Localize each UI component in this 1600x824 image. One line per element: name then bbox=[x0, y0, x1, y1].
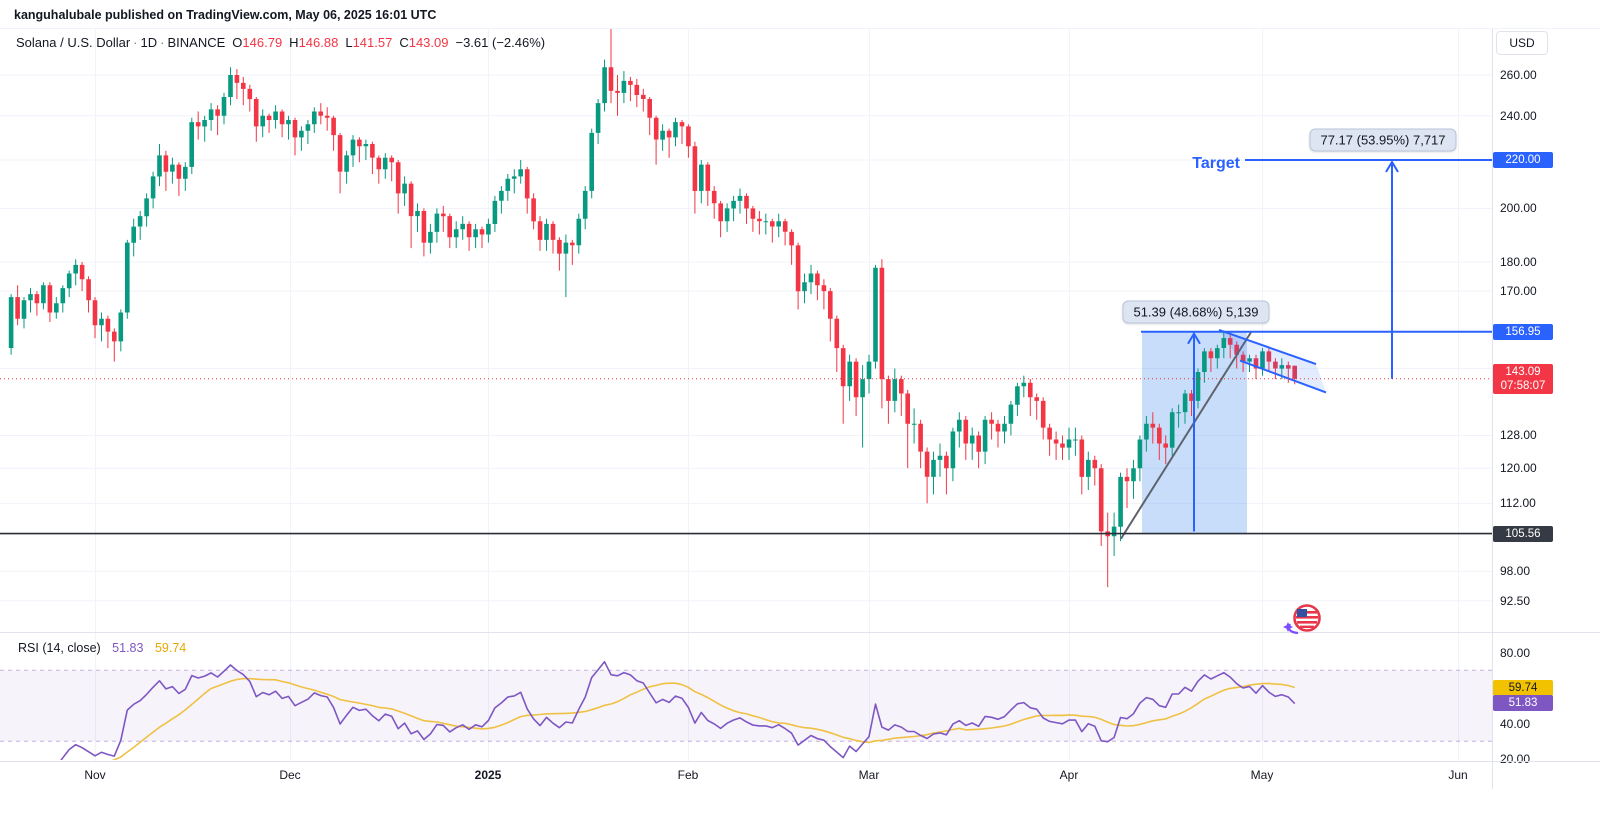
time-axis-label: 2025 bbox=[474, 768, 502, 782]
time-axis-label: May bbox=[1250, 768, 1274, 782]
rsi-value: 51.83 bbox=[112, 641, 144, 655]
rsi-params: (14, close) bbox=[42, 641, 101, 655]
time-axis-label: Mar bbox=[858, 768, 880, 782]
time-axis-label: Feb bbox=[677, 768, 699, 782]
price-tick-label: 200.00 bbox=[1500, 201, 1537, 216]
price-tick-label: 112.00 bbox=[1500, 496, 1536, 511]
sparkle-icon bbox=[1283, 622, 1293, 632]
open-value: 146.79 bbox=[242, 35, 283, 50]
target-drawing-label[interactable]: Target bbox=[1192, 155, 1240, 172]
rsi-tick-label: 80.00 bbox=[1500, 645, 1531, 660]
price-axis-chip: 105.56 bbox=[1493, 525, 1553, 542]
rsi-band bbox=[0, 669, 1492, 742]
close-value: 143.09 bbox=[408, 35, 449, 50]
target-arrow-drawing[interactable] bbox=[1385, 160, 1399, 379]
price-axis-chip: 156.95 bbox=[1493, 323, 1553, 340]
time-axis-label: Apr bbox=[1059, 768, 1079, 782]
currency-toggle-button[interactable]: USD bbox=[1496, 31, 1548, 55]
legend-separator-2: · bbox=[160, 35, 165, 50]
rsi-title: RSI bbox=[18, 641, 39, 655]
legend-separator: · bbox=[133, 35, 138, 50]
price-tick-label: 170.00 bbox=[1500, 284, 1537, 299]
footer-bar: TradingView bbox=[0, 789, 1600, 824]
price-axis-chip: 59.74 bbox=[1493, 680, 1553, 697]
rsi-bottom-border bbox=[0, 761, 1600, 762]
range-arrow-drawing[interactable] bbox=[1187, 331, 1201, 532]
price-tick-label: 240.00 bbox=[1500, 108, 1537, 123]
rsi-tick-label: 20.00 bbox=[1500, 752, 1531, 767]
high-value: 146.88 bbox=[298, 35, 339, 50]
candles-layer bbox=[8, 28, 1297, 588]
change-value: −3.61 (−2.46%) bbox=[455, 35, 546, 50]
price-axis-border bbox=[1492, 28, 1493, 789]
parallel-channel-drawing[interactable] bbox=[1218, 329, 1327, 394]
symbol-legend[interactable]: Solana / U.S. Dollar · 1D · BINANCE O146.79 H1… bbox=[16, 35, 545, 50]
time-axis-label: Dec bbox=[279, 768, 301, 782]
publish-attribution: kanguhalubale published on TradingView.c… bbox=[14, 8, 437, 22]
price-range-label-entry[interactable]: 51.39 (48.68%) 5,139 bbox=[1122, 300, 1270, 324]
open-prefix: O bbox=[232, 35, 243, 50]
close-prefix: C bbox=[399, 35, 409, 50]
pane-top-border bbox=[0, 28, 1600, 29]
pane-separator[interactable] bbox=[0, 632, 1600, 633]
price-tick-label: 92.50 bbox=[1500, 593, 1531, 608]
price-axis-chip: 51.83 bbox=[1493, 694, 1553, 711]
rsi-lines bbox=[60, 660, 1296, 760]
price-tick-label: 128.00 bbox=[1500, 428, 1537, 443]
flag-canton bbox=[1297, 609, 1307, 617]
rsi-tick-label: 40.00 bbox=[1500, 716, 1531, 731]
rsi-legend[interactable]: RSI (14, close) 51.83 59.74 bbox=[18, 641, 186, 655]
time-axis-label: Nov bbox=[84, 768, 106, 782]
price-tick-label: 120.00 bbox=[1500, 461, 1537, 476]
price-tick-label: 260.00 bbox=[1500, 67, 1537, 82]
price-range-label-target[interactable]: 77.17 (53.95%) 7,717 bbox=[1309, 128, 1457, 152]
low-value: 141.57 bbox=[352, 35, 393, 50]
trendline-drawing[interactable] bbox=[1120, 331, 1252, 540]
exchange-label: BINANCE bbox=[167, 35, 226, 50]
symbol-title: Solana / U.S. Dollar bbox=[16, 35, 131, 50]
low-prefix: L bbox=[345, 35, 353, 50]
price-tick-label: 180.00 bbox=[1500, 255, 1537, 270]
rsi-ma-value: 59.74 bbox=[154, 641, 187, 655]
price-axis-chip: 143.09 07:58:07 bbox=[1493, 363, 1553, 394]
grid-lines bbox=[0, 28, 1492, 761]
us-flag-badge bbox=[1283, 604, 1321, 635]
high-prefix: H bbox=[289, 35, 299, 50]
time-axis-label: Jun bbox=[1448, 768, 1468, 782]
price-axis-chip: 220.00 bbox=[1493, 151, 1553, 168]
interval-label: 1D bbox=[140, 35, 158, 50]
price-tick-label: 98.00 bbox=[1500, 564, 1531, 579]
